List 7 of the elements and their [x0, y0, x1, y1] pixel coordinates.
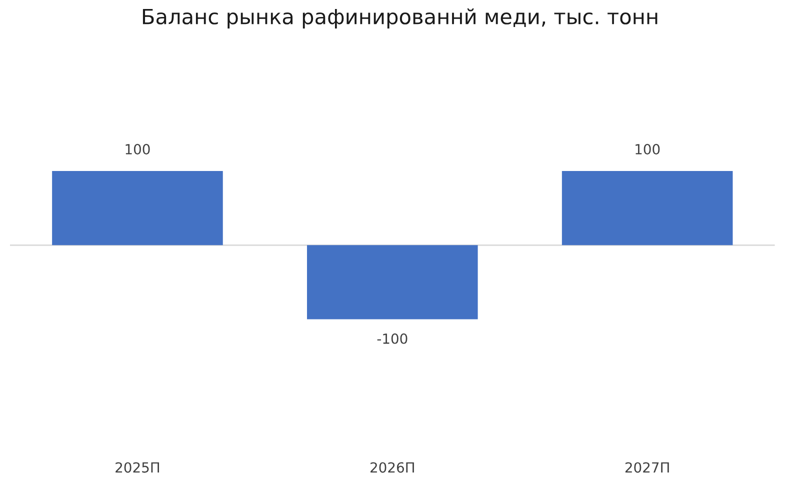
data-label: 100 [126, 144, 150, 154]
x-tick-label: 2025П [116, 462, 159, 473]
data-label: -100 [377, 333, 408, 344]
data-label: 100 [636, 144, 660, 154]
x-tick-label: 2026П [370, 462, 414, 473]
x-tick-label: 2027П [625, 462, 669, 473]
chart-title: Баланс рынка рафинированнй меди, тыс. тонн [142, 8, 658, 28]
